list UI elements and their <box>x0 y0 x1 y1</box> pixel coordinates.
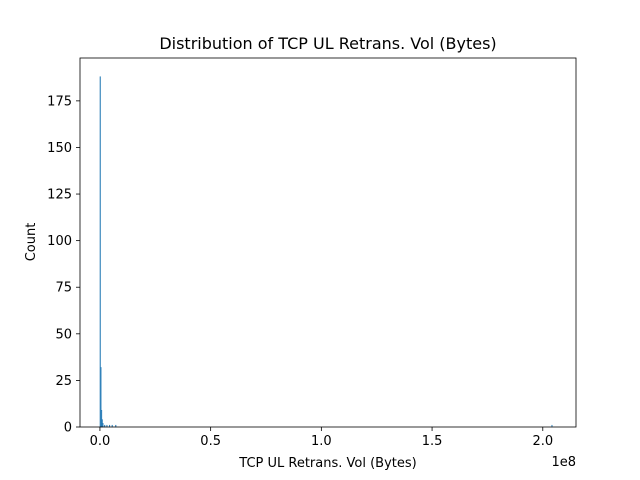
y-tick-label: 125 <box>47 188 72 203</box>
x-tick-label: 0.5 <box>200 434 221 449</box>
x-tick-label: 1.0 <box>311 434 332 449</box>
y-axis-ticks: 0 25 50 75 100 125 150 175 <box>47 94 80 436</box>
x-axis-label: TCP UL Retrans. Vol (Bytes) <box>238 456 416 471</box>
chart-title: Distribution of TCP UL Retrans. Vol (Byt… <box>159 34 496 53</box>
y-tick-label: 75 <box>55 281 72 296</box>
y-tick-label: 25 <box>55 374 72 389</box>
histogram-bars <box>99 76 553 428</box>
y-tick-label: 150 <box>47 141 72 156</box>
y-tick-label: 100 <box>47 234 72 249</box>
y-tick-label: 50 <box>55 327 72 342</box>
y-tick-label: 0 <box>64 421 72 436</box>
y-axis-label: Count <box>24 223 39 262</box>
histogram-bar <box>102 423 104 428</box>
x-tick-label: 0.0 <box>90 434 111 449</box>
x-tick-label: 2.0 <box>532 434 553 449</box>
x-axis-ticks: 0.0 0.5 1.0 1.5 2.0 <box>90 427 553 449</box>
plot-frame <box>79 57 577 428</box>
x-tick-label: 1.5 <box>422 434 443 449</box>
y-tick-label: 175 <box>47 94 72 109</box>
x-axis-offset-label: 1e8 <box>551 455 576 470</box>
